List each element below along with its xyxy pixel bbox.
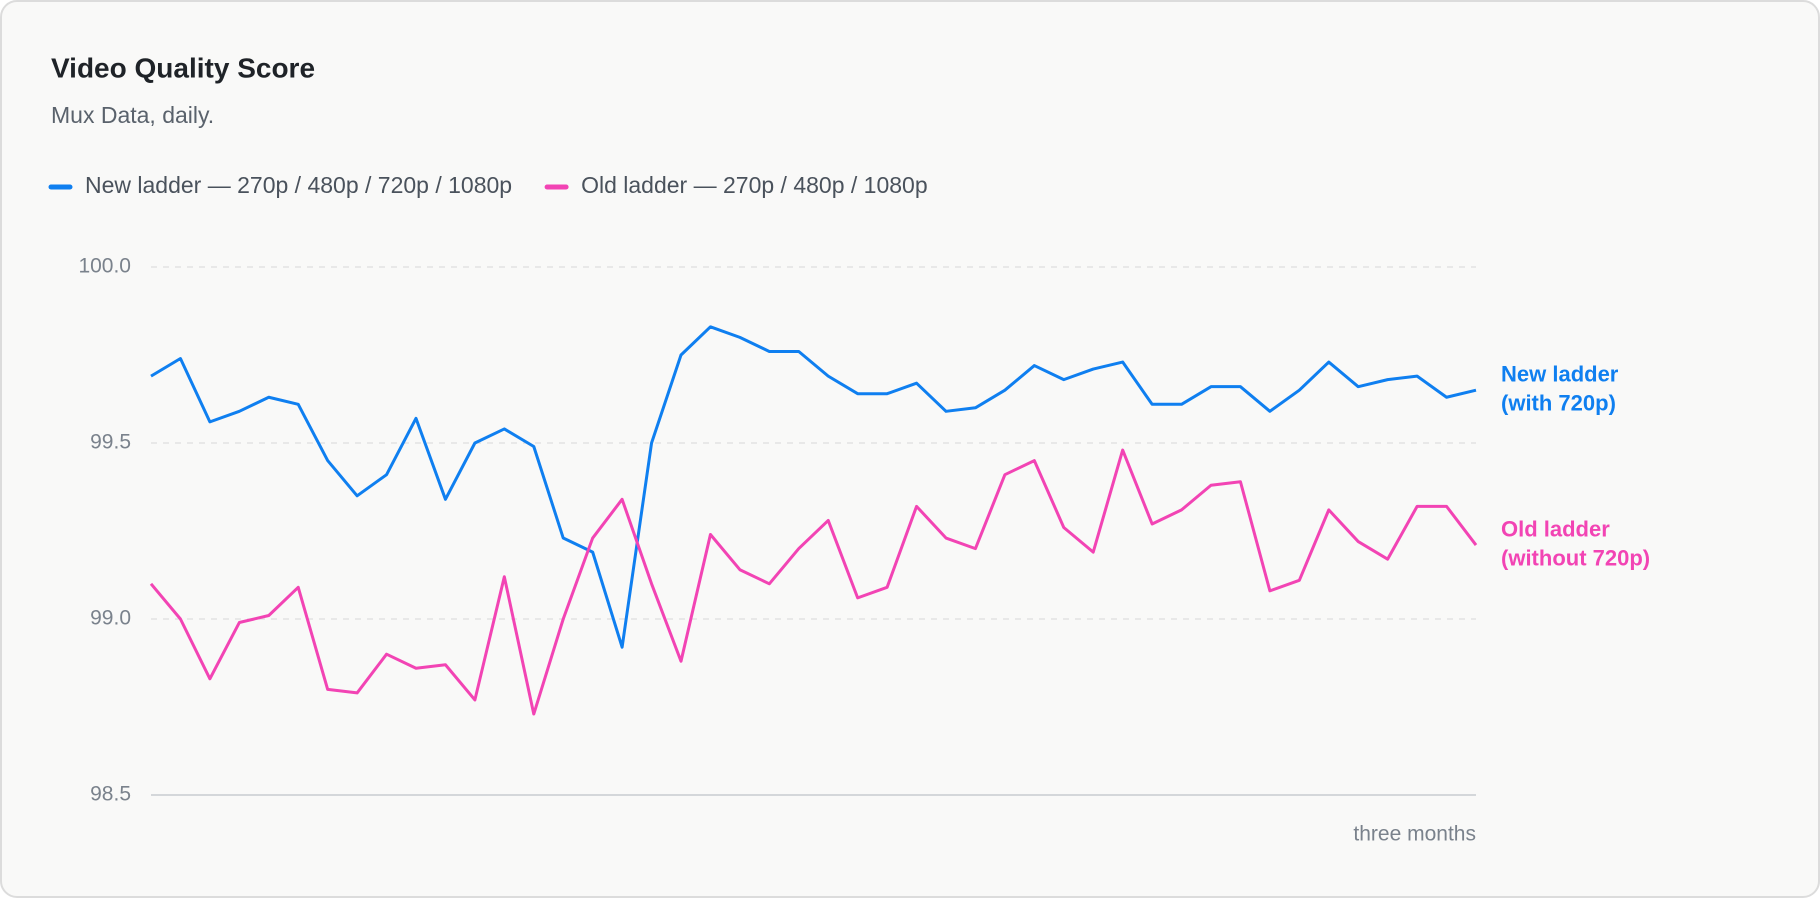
- y-tick-label: 98.5: [90, 783, 131, 806]
- series-line: [150, 325, 1477, 649]
- chart-title: Video Quality Score: [51, 52, 315, 83]
- x-axis-label: three months: [1353, 823, 1476, 846]
- y-tick-label: 99.0: [90, 607, 131, 630]
- y-tick-label: 99.5: [90, 431, 131, 454]
- series-annotation: (without 720p): [1501, 545, 1650, 570]
- y-tick-label: 100.0: [78, 255, 131, 278]
- series-line: [149, 448, 1478, 716]
- legend-label: New ladder — 270p / 480p / 720p / 1080p: [85, 172, 512, 198]
- legend-label: Old ladder — 270p / 480p / 1080p: [581, 172, 928, 198]
- series-annotation: Old ladder: [1501, 516, 1610, 541]
- chart-subtitle: Mux Data, daily.: [51, 102, 214, 128]
- series-annotation: (with 720p): [1501, 391, 1616, 416]
- series-annotation: New ladder: [1501, 362, 1619, 387]
